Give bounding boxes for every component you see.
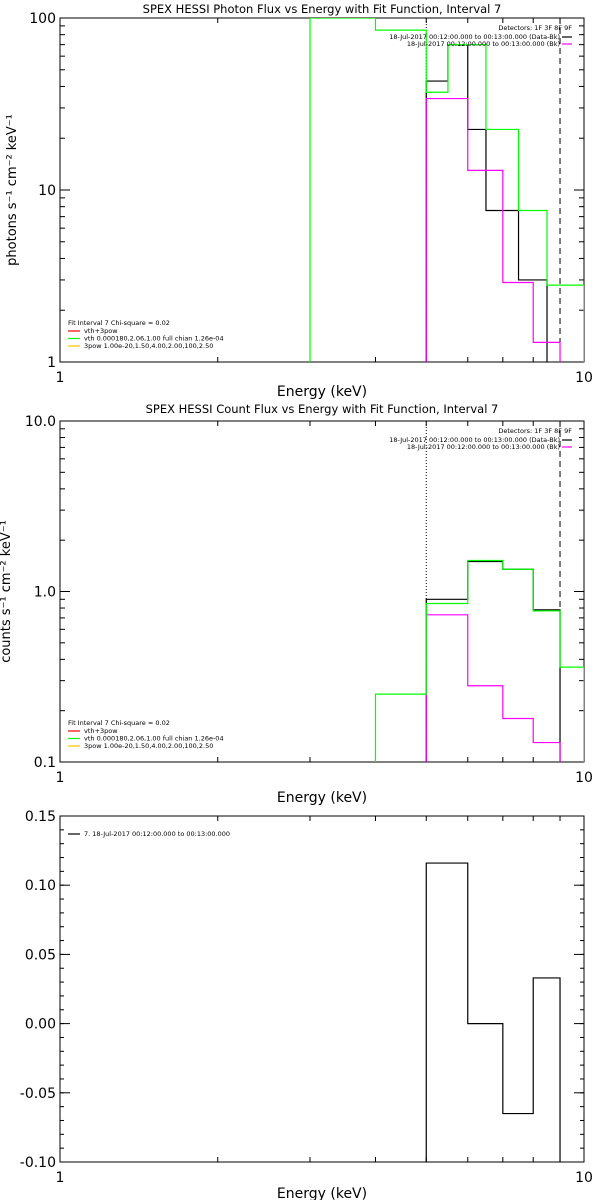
series-step-2: [374, 559, 584, 762]
y-tick-label: 0.10: [25, 878, 56, 894]
legend-label: vth 0.000180,2.06,1.00 full chian 1.26e-…: [84, 735, 224, 743]
detectors-label: Detectors: 1F 3F 8F 9F: [498, 24, 572, 32]
legend-label: vth 0.000180,2.06,1.00 full chian 1.26e-…: [84, 335, 224, 343]
legend: 7. 18-Jul-2017 00:12:00.000 to 00:13:00.…: [68, 830, 230, 838]
legend-label: 3pow 1.00e-20,1.50,4.00,2.00,100,2.50: [84, 742, 213, 750]
x-tick-label: 1: [56, 1170, 65, 1186]
x-axis-label: Energy (keV): [277, 790, 367, 806]
y-axis: 0.1 1.0 10.0: [25, 414, 584, 771]
y-tick-label: 0.1: [34, 755, 56, 771]
x-axis-label: Energy (keV): [277, 1186, 367, 1200]
chart-3: -0.10 -0.05 0.00 0.05 0.10 0.15 1 10 Energy (keV…: [20, 809, 593, 1200]
time-range-label: 18-Jul-2017 00:12:00.000 to 00:13:00.000…: [407, 40, 560, 48]
y-axis: 1 10 100: [29, 11, 584, 371]
y-tick-label: 0.15: [25, 809, 56, 825]
chart-title: SPEX HESSI Count Flux vs Energy with Fit…: [146, 402, 499, 416]
series-step-0: [425, 560, 561, 762]
legend-label: 3pow 1.00e-20,1.50,4.00,2.00,100,2.50: [84, 342, 213, 350]
legend: Fit Interval 7 Chi-square = 0.02vth+3pow…: [68, 319, 224, 350]
y-tick-label: 0.00: [25, 1017, 56, 1033]
legend: Fit Interval 7 Chi-square = 0.02vth+3pow…: [68, 719, 224, 750]
y-axis-label: photons s⁻¹ cm⁻² keV⁻¹: [5, 114, 20, 266]
plot-frame: [59, 17, 585, 363]
x-axis: 1 10: [56, 421, 593, 786]
series-step-1: [425, 97, 561, 362]
y-axis-label: counts s⁻¹ cm⁻² keV⁻¹: [0, 520, 14, 663]
y-tick-label: 1: [47, 355, 56, 371]
chart-2: SPEX HESSI Count Flux vs Energy with Fit…: [0, 402, 593, 806]
y-tick-label: 10: [38, 183, 56, 199]
time-range-label: 18-Jul-2017 00:12:00.000 to 00:13:00.000…: [389, 33, 560, 41]
x-axis-label: Energy (keV): [277, 384, 367, 400]
y-tick-label: 0.05: [25, 947, 56, 963]
x-tick-label: 1: [56, 370, 65, 386]
time-range-label: 18-Jul-2017 00:12:00.000 to 00:13:00.000…: [407, 443, 560, 451]
time-range-label: 18-Jul-2017 00:12:00.000 to 00:13:00.000…: [389, 436, 560, 444]
y-tick-label: 1.0: [34, 585, 56, 601]
series-step-1: [425, 614, 561, 762]
x-tick-label: 10: [575, 370, 593, 386]
legend-label: vth+3pow: [84, 327, 118, 335]
series-group: [425, 862, 561, 1162]
chart-title: SPEX HESSI Photon Flux vs Energy with Fi…: [143, 2, 502, 16]
plot-frame: [59, 420, 585, 763]
series-group: [374, 559, 584, 762]
legend-label: 7. 18-Jul-2017 00:12:00.000 to 00:13:00.…: [84, 830, 230, 838]
series-step-0: [425, 862, 561, 1162]
y-tick-label: 100: [29, 11, 56, 27]
series-step-0: [425, 44, 548, 362]
y-axis: -0.10 -0.05 0.00 0.05 0.10 0.15: [20, 809, 584, 1171]
chart-1: SPEX HESSI Photon Flux vs Energy with Fi…: [5, 2, 593, 400]
y-tick-label: 10.0: [25, 414, 56, 430]
series-group: [309, 18, 584, 362]
series-step-2: [309, 18, 584, 362]
legend-title: Fit Interval 7 Chi-square = 0.02: [68, 719, 170, 727]
legend-title: Fit Interval 7 Chi-square = 0.02: [68, 319, 170, 327]
x-tick-label: 1: [56, 770, 65, 786]
y-tick-label: -0.05: [20, 1086, 56, 1102]
x-axis: 1 10: [56, 18, 593, 386]
plot-frame: [59, 815, 585, 1163]
x-tick-label: 10: [575, 770, 593, 786]
x-axis: 1 10: [56, 816, 593, 1186]
x-tick-label: 10: [575, 1170, 593, 1186]
detectors-label: Detectors: 1F 3F 8F 9F: [498, 427, 572, 435]
y-tick-label: -0.10: [20, 1155, 56, 1171]
legend-label: vth+3pow: [84, 727, 118, 735]
